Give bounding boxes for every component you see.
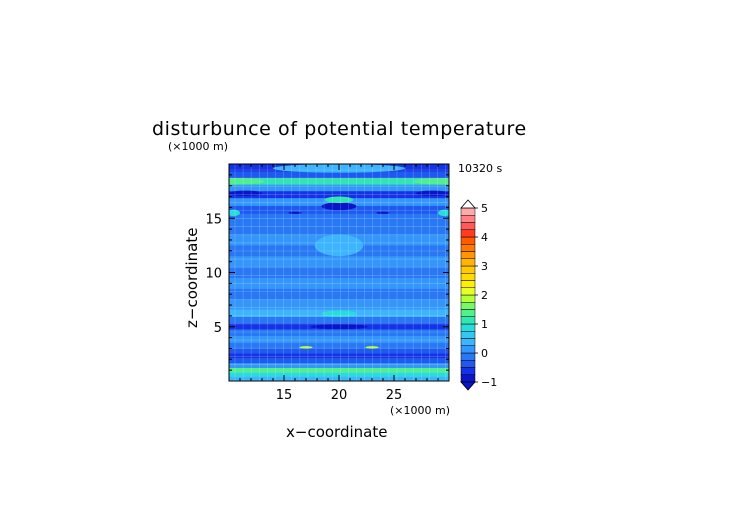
field-band (229, 178, 449, 185)
colorbar-segment (460, 374, 476, 383)
field-band (229, 329, 449, 336)
x-axis-ticks: 15 20 25 (239, 164, 439, 403)
field-band (229, 256, 449, 268)
colorbar-segment (460, 302, 476, 310)
colorbar-segment (460, 323, 476, 332)
field-feature (288, 211, 302, 214)
colorbar-segment (460, 273, 476, 281)
field-feature (416, 190, 449, 197)
colorbar-segment (460, 207, 476, 216)
colorbar-segment (460, 236, 476, 245)
y-axis-ticks: 5 10 15 (205, 174, 449, 371)
field-band (229, 267, 449, 278)
field-band (229, 358, 449, 364)
field-band (229, 343, 449, 349)
field-band (229, 353, 449, 359)
field-feature (413, 178, 449, 185)
colorbar-segment (460, 352, 476, 361)
colorbar-segment (460, 251, 476, 259)
field-feature (229, 178, 265, 185)
field-band (229, 299, 449, 310)
field-band (229, 348, 449, 354)
x-tick-label: 20 (331, 388, 348, 403)
field-band (229, 335, 449, 344)
y-axis-label: z−coordinate (183, 228, 201, 328)
colorbar-segment (460, 360, 476, 368)
field-feature (321, 202, 357, 211)
colorbar-segment (460, 215, 476, 223)
chart-title: disturbunce of potential temperature (152, 118, 527, 140)
colorbar-tick-label: 2 (481, 289, 488, 302)
field-band (229, 372, 449, 377)
colorbar-segment (460, 331, 476, 339)
colorbar-segment (460, 287, 476, 296)
x-axis-label: x−coordinate (286, 423, 387, 441)
colorbar-segment (460, 309, 476, 317)
field-band (229, 363, 449, 368)
field-feature (299, 346, 313, 349)
colorbar-segment (460, 265, 476, 274)
plot-area (228, 163, 450, 382)
colorbar-segment (460, 244, 476, 252)
colorbar-segment (460, 367, 476, 375)
field-band (229, 171, 449, 179)
field-feature (324, 196, 354, 204)
field-feature (229, 209, 240, 217)
x-tick-label: 25 (386, 388, 403, 403)
x-unit-label: (×1000 m) (390, 404, 450, 417)
field-feature (438, 209, 449, 217)
field-band (229, 213, 449, 224)
colorbar: −1 0 1 2 3 4 5 (460, 199, 497, 391)
colorbar-tick-label: 1 (481, 318, 488, 331)
colorbar-tick-label: 5 (481, 202, 488, 215)
colorbar-segment (460, 345, 476, 354)
colorbar-segment (460, 316, 476, 325)
grid-lines (229, 164, 449, 381)
colorbar-segment (460, 229, 476, 238)
y-unit-label: (×1000 m) (168, 140, 228, 153)
field-band (229, 367, 449, 373)
field-band (229, 184, 449, 192)
y-tick-label: 10 (205, 267, 222, 282)
field-band (229, 223, 449, 235)
colorbar-min-extend (460, 381, 476, 391)
colorbar-max-extend (460, 199, 476, 209)
field-band (229, 316, 449, 324)
colorbar-tick-label: 0 (481, 347, 488, 360)
field-band (229, 277, 449, 289)
field-band (229, 288, 449, 300)
colorbar-segment (460, 294, 476, 303)
field-feature (376, 211, 390, 214)
y-tick-label: 5 (214, 321, 222, 336)
colorbar-segment (460, 280, 476, 288)
colorbar-tick-label: −1 (481, 376, 497, 389)
field-feature (321, 310, 357, 317)
colorbar-segment (460, 222, 476, 230)
colorbar-tick-label: 3 (481, 260, 488, 273)
field-feature (314, 234, 364, 257)
time-label: 10320 s (458, 162, 502, 175)
field-feature (229, 190, 262, 197)
colorbar-tick-label: 4 (481, 231, 488, 244)
field-band (229, 191, 449, 199)
colorbar-segment (460, 338, 476, 346)
field-feature (310, 324, 368, 330)
y-tick-label: 15 (205, 212, 222, 227)
x-tick-label: 15 (276, 388, 293, 403)
colorbar-segment (460, 258, 476, 267)
field-feature (365, 346, 379, 349)
